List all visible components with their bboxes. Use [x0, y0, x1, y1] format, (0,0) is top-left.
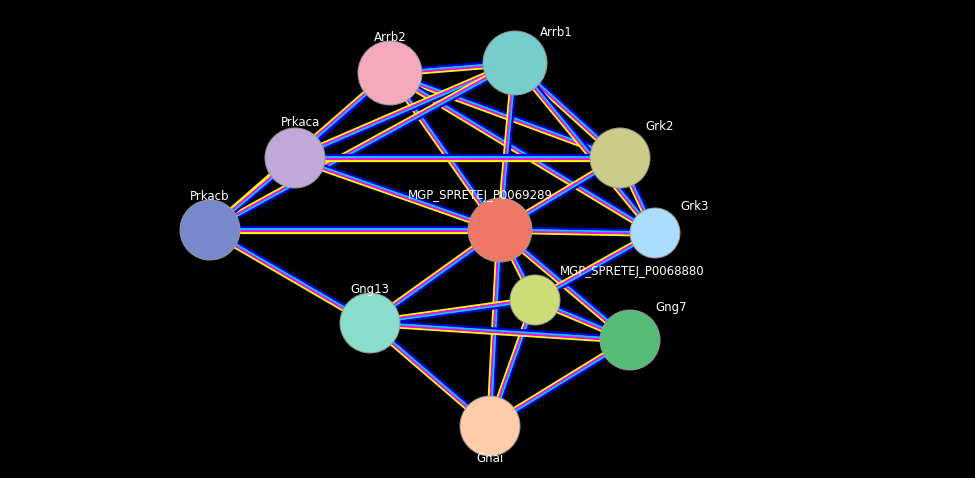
Text: Prkacb: Prkacb	[190, 189, 230, 203]
Circle shape	[340, 293, 400, 353]
Text: MGP_SPRETEJ_P0069289: MGP_SPRETEJ_P0069289	[408, 189, 553, 203]
Text: Arrb2: Arrb2	[373, 32, 407, 44]
Circle shape	[520, 285, 550, 315]
Circle shape	[510, 275, 560, 325]
Text: Arrb1: Arrb1	[540, 26, 572, 40]
Circle shape	[468, 198, 532, 262]
Circle shape	[483, 31, 547, 95]
Circle shape	[602, 140, 638, 176]
Circle shape	[630, 208, 680, 258]
Circle shape	[180, 200, 240, 260]
Circle shape	[640, 218, 670, 248]
Circle shape	[590, 128, 650, 188]
Text: Grk3: Grk3	[680, 199, 709, 213]
Text: Prkaca: Prkaca	[281, 117, 320, 130]
Circle shape	[612, 322, 648, 358]
Circle shape	[358, 41, 422, 105]
Circle shape	[192, 212, 228, 248]
Circle shape	[460, 396, 520, 456]
Circle shape	[265, 128, 325, 188]
Circle shape	[600, 310, 660, 370]
Circle shape	[352, 305, 388, 341]
Text: Gng13: Gng13	[350, 283, 389, 296]
Circle shape	[277, 140, 313, 176]
Circle shape	[496, 44, 534, 82]
Circle shape	[370, 54, 410, 92]
Text: Gng7: Gng7	[655, 302, 686, 315]
Text: MGP_SPRETEJ_P0068880: MGP_SPRETEJ_P0068880	[560, 265, 705, 279]
Text: Gnai: Gnai	[477, 452, 504, 465]
Circle shape	[481, 211, 520, 249]
Text: Grk2: Grk2	[645, 120, 674, 132]
Circle shape	[472, 408, 508, 444]
